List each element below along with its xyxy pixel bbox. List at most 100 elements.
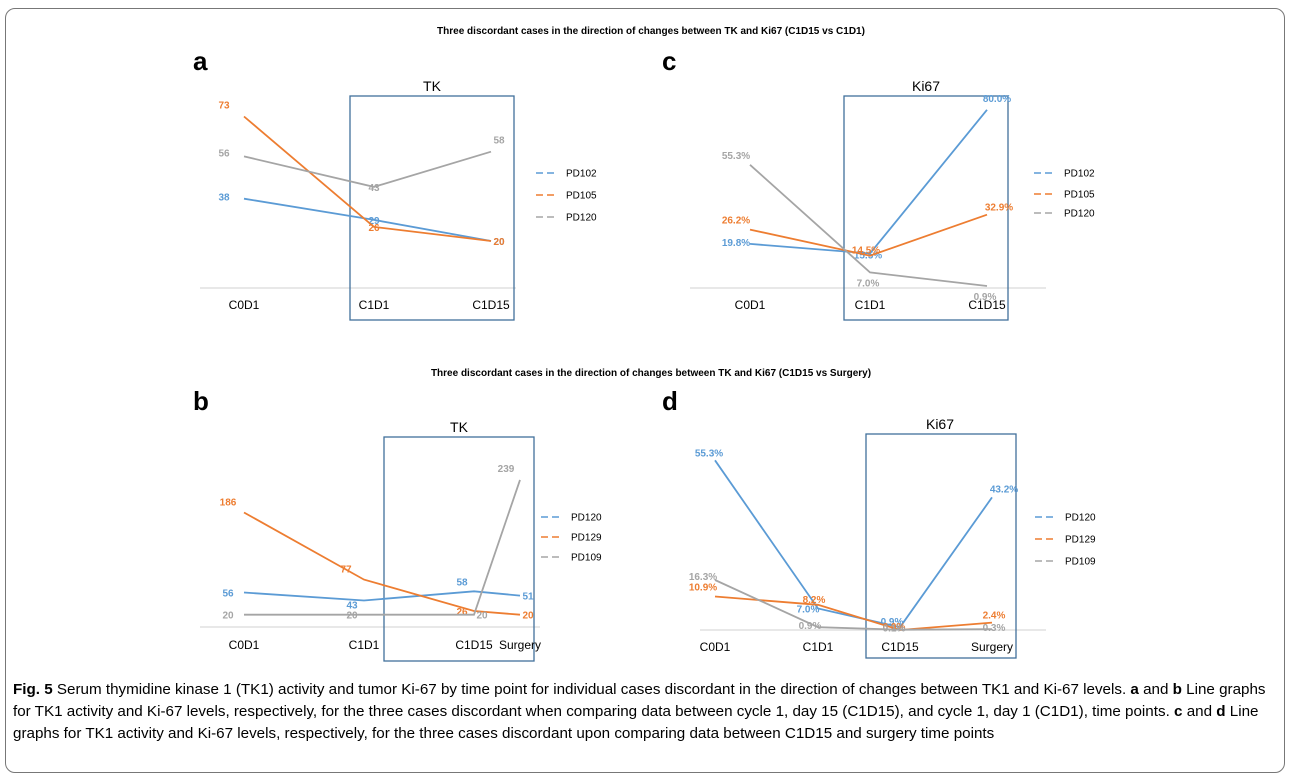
x-tick-label: C0D1 [735,298,766,312]
caption-and-2: and [1182,703,1217,720]
data-label: 7.0% [797,605,820,616]
data-label: 20 [222,611,234,622]
caption-figure-label: Fig. 5 [13,681,53,698]
data-label: 0.9% [799,621,822,632]
data-label: 43 [346,601,358,612]
chart-title: Ki67 [912,78,940,94]
data-label: 73 [218,100,230,111]
data-label: 58 [456,577,468,588]
data-label: 0.9% [881,617,904,628]
series-line-pd120 [243,150,492,188]
caption-panel-d: d [1216,703,1226,720]
data-label: 19.8% [722,238,750,249]
series-line-pd120 [749,164,988,287]
data-label: 7.0% [857,278,880,289]
data-label: 26 [368,223,380,234]
x-tick-label: C1D1 [349,638,380,652]
data-label: 0.9% [974,292,997,303]
x-tick-label: C1D15 [455,638,493,652]
data-label: 8.2% [803,595,826,606]
chart-d-ki67: Ki67 C0D1 C1D1 C1D15 Surgery 55.3% 7.0% 0.9% 43.… [689,416,1096,659]
x-tick-label: C1D15 [881,640,919,654]
caption-text-2: Line graphs for TK1 activity and Ki-67 l… [13,681,1266,720]
data-label: 239 [498,464,515,475]
data-label: 20 [476,611,488,622]
data-label: 16.3% [689,572,717,583]
data-label: 56 [218,148,230,159]
panel-label-d: d [662,386,678,416]
data-label: 14.5% [852,246,880,257]
chart-title: TK [450,419,469,435]
series-line-pd102 [749,109,988,255]
series-line-pd129 [243,511,521,616]
series-line-pd109 [714,579,993,631]
data-label: 55.3% [722,151,750,162]
data-label: 38 [218,193,230,204]
series-line-pd105 [243,115,492,242]
x-tick-label: C1D1 [359,298,390,312]
panel-label-a: a [193,46,208,76]
data-label: 186 [220,497,237,508]
x-tick-label: C1D1 [855,298,886,312]
highlight-box [843,95,1009,321]
data-label: 32.9% [985,203,1013,214]
figure-frame [5,8,1285,773]
data-label: 0.0% [883,622,906,633]
data-label: 0.3% [983,623,1006,634]
data-label: 26.2% [722,216,750,227]
legend-entry: PD102 [566,169,597,180]
panel-label-c: c [662,46,676,76]
x-tick-label: Surgery [971,640,1013,654]
x-tick-label: Surgery [499,638,541,652]
caption-panel-a: a [1130,681,1139,698]
legend-entry: PD120 [566,213,597,224]
series-line-pd102 [243,197,492,242]
chart-title: Ki67 [926,416,954,432]
data-label: 2.4% [983,611,1006,622]
data-label: 77 [340,565,352,576]
caption-text-1: Serum thymidine kinase 1 (TK1) activity … [52,681,1131,698]
caption-panel-b: b [1172,681,1182,698]
legend-entry: PD105 [1064,190,1095,201]
x-tick-label: C0D1 [700,640,731,654]
legend-entry: PD109 [1065,557,1096,568]
series-line-pd129 [714,595,993,631]
data-label: 10.9% [689,583,717,594]
chart-b-tk: TK C0D1 C1D1 C1D15 Surgery 56 43 58 51 186 77 26 20 2… [200,419,602,662]
highlight-box [349,95,515,321]
data-label: 56 [222,589,234,600]
x-tick-label: C1D15 [472,298,510,312]
series-line-pd109 [244,479,521,616]
data-label: 29 [368,216,380,227]
legend-entry: PD129 [1065,535,1096,546]
data-label: 43.2% [990,484,1018,495]
caption-text-3: Line graphs for TK1 activity and Ki-67 l… [13,703,1259,742]
x-tick-label: C1D15 [968,298,1006,312]
data-label: 0.1% [883,624,906,635]
data-label: 20 [346,611,358,622]
data-label: 26 [456,607,468,618]
highlight-box [865,433,1017,659]
x-tick-label: C0D1 [229,638,260,652]
data-label: 20 [493,237,505,248]
series-line-pd105 [749,213,988,257]
legend-entry: PD109 [571,553,602,564]
figure-canvas: Three discordant cases in the direction … [193,26,1096,662]
legend-entry: PD129 [571,533,602,544]
legend-entry: PD120 [1064,209,1095,220]
data-label: 20 [522,611,534,622]
data-label: 43 [368,183,380,194]
data-label: 80.0% [983,94,1011,105]
data-label: 51 [522,592,534,603]
bottom-figure-title: Three discordant cases in the direction … [431,368,871,379]
data-label: 20 [493,237,505,248]
series-line-pd120 [714,459,993,629]
panel-label-b: b [193,386,209,416]
x-tick-label: C0D1 [229,298,260,312]
top-figure-title: Three discordant cases in the direction … [437,26,865,37]
caption-panel-c: c [1174,703,1183,720]
x-tick-label: C1D1 [803,640,834,654]
legend-entry: PD120 [571,513,602,524]
